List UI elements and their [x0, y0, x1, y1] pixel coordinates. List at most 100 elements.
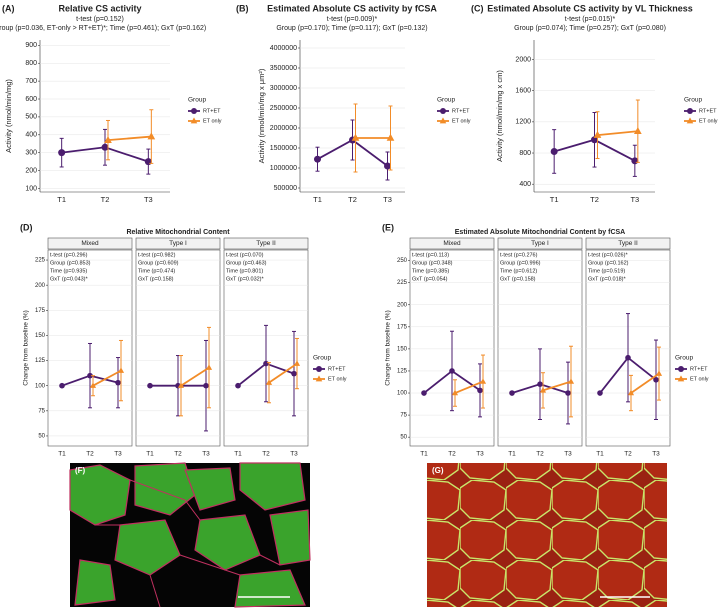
marker — [314, 155, 321, 163]
stat-text: t-test (p=0.982) — [138, 252, 176, 258]
x-tick-label: T2 — [536, 451, 544, 458]
y-axis-label: Activity (nmol/min/mg x cm) — [495, 70, 504, 162]
stat-text: Group (p=0.853) — [50, 260, 91, 266]
y-tick-label: 1000000 — [270, 165, 297, 172]
stat-text: Time (p=0.612) — [500, 268, 537, 274]
series-line — [454, 380, 484, 394]
chart-subtitle: t-test (p=0.152) — [76, 16, 124, 23]
facet-strip — [135, 237, 221, 250]
chart-subtitle: Group (p=0.036, ET-only > RT+ET)*; Time … — [0, 25, 206, 32]
stat-text: Time (p=0.519) — [588, 268, 625, 274]
stat-text: t-test (p=0.276) — [500, 252, 538, 258]
legend-label: RT+ET — [699, 108, 717, 114]
legend-marker — [439, 117, 447, 124]
y-tick-label: 1200 — [515, 119, 531, 126]
stat-text: Time (p=0.935) — [50, 268, 87, 274]
x-tick-label: T3 — [290, 451, 298, 458]
y-tick-label: 150 — [397, 346, 408, 352]
y-tick-label: 1600 — [515, 88, 531, 95]
series-line — [268, 362, 298, 384]
micrograph-g — [427, 463, 667, 607]
series-line — [542, 380, 572, 392]
y-axis-label: Activity (nmol/min/mg x μm²) — [257, 68, 266, 163]
x-tick-label: T2 — [86, 451, 94, 458]
legend-marker — [678, 366, 684, 372]
y-tick-label: 2500000 — [270, 105, 297, 112]
chart-title: Estimated Absolute CS activity by VL Thi… — [487, 3, 693, 13]
marker — [293, 360, 301, 366]
stat-text: GxT (p=0.054) — [412, 276, 448, 282]
chart-subtitle: Group (p=0.074); Time (p=0.257); GxT (p=… — [514, 25, 666, 32]
y-axis-label: Change from baseline (%) — [23, 310, 30, 386]
legend-label: RT+ET — [452, 108, 470, 114]
stat-text: t-test (p=0.113) — [412, 252, 449, 258]
legend-label: ET only — [699, 118, 718, 124]
y-tick-label: 150 — [35, 333, 46, 339]
legend-marker — [686, 117, 694, 124]
facet-strip — [223, 237, 309, 250]
legend-label: ET only — [203, 118, 222, 124]
chart-title: Estimated Absolute Mitochondrial Content… — [455, 229, 625, 236]
marker — [567, 378, 575, 384]
y-tick-label: 200 — [397, 302, 408, 308]
stat-text: t-test (p=0.296) — [50, 252, 88, 258]
marker — [144, 158, 152, 166]
marker — [477, 387, 483, 394]
marker — [235, 382, 241, 389]
facet-label: Type I — [531, 240, 549, 247]
y-tick-label: 3500000 — [270, 65, 297, 72]
panel-frame — [409, 249, 495, 447]
x-tick-label: T1 — [596, 451, 604, 458]
facet-label: Type II — [618, 240, 638, 247]
marker — [384, 162, 391, 170]
stat-text: Group (p=0.609) — [138, 260, 179, 266]
marker — [627, 389, 635, 396]
y-tick-label: 100 — [35, 383, 46, 389]
y-tick-label: 3000000 — [270, 85, 297, 92]
stat-text: GxT (p=0.043)* — [50, 276, 89, 282]
y-tick-label: 2000 — [515, 56, 531, 63]
panel-label: (B) — [236, 3, 249, 13]
legend-title: Group — [437, 97, 455, 104]
y-tick-label: 1500000 — [270, 145, 297, 152]
y-tick-label: 100 — [25, 185, 37, 192]
stat-text: Time (p=0.801) — [226, 268, 263, 274]
marker — [89, 382, 97, 388]
panel-frame — [47, 249, 133, 447]
x-tick-label: T3 — [114, 451, 122, 458]
x-tick-label: T1 — [58, 451, 66, 458]
legend-marker — [687, 108, 693, 114]
facet-strip — [47, 237, 133, 250]
y-tick-label: 175 — [35, 308, 46, 314]
stat-text: GxT (p=0.158) — [500, 276, 536, 282]
x-tick-label: T3 — [630, 195, 639, 204]
stat-text: GxT (p=0.032)* — [226, 276, 265, 282]
y-tick-label: 4000000 — [270, 45, 297, 52]
marker — [593, 130, 602, 138]
y-axis-label: Activity (nmol/min/mg) — [4, 79, 13, 153]
panel-label: (G) — [432, 466, 444, 475]
marker — [565, 390, 571, 396]
y-tick-label: 225 — [35, 258, 46, 264]
x-tick-label: T1 — [234, 451, 242, 458]
legend-title: Group — [188, 97, 206, 104]
y-tick-label: 125 — [35, 358, 46, 364]
marker — [386, 133, 395, 141]
x-tick-label: T3 — [476, 451, 484, 458]
series-line — [107, 135, 152, 142]
legend-title: Group — [684, 97, 702, 104]
marker — [597, 390, 603, 396]
y-tick-label: 75 — [38, 408, 45, 414]
marker — [631, 157, 639, 165]
stat-text: GxT (p=0.158) — [138, 276, 174, 282]
y-tick-label: 500000 — [274, 185, 297, 192]
marker — [115, 379, 121, 386]
chart-subtitle: Group (p=0.170); Time (p=0.117); GxT (p=… — [276, 25, 427, 32]
legend-label: ET only — [452, 118, 471, 124]
x-tick-label: T2 — [590, 195, 599, 204]
stat-text: Group (p=0.348) — [412, 260, 453, 266]
panel-label: (A) — [2, 3, 15, 13]
marker — [58, 149, 66, 157]
legend-label: RT+ET — [328, 366, 346, 372]
